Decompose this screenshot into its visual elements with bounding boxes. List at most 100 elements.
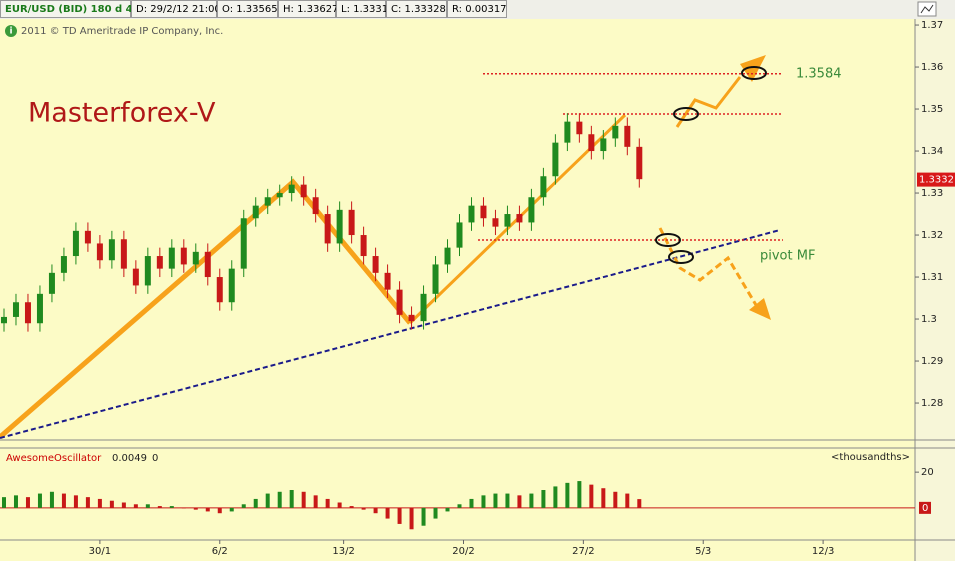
oscillator-bar	[565, 482, 570, 508]
candle-body	[480, 205, 487, 219]
candle-body	[144, 256, 151, 286]
header-range: R: 0.00317	[447, 0, 507, 18]
axis-bg	[915, 0, 955, 561]
oscillator-bar	[1, 497, 6, 508]
info-icon[interactable]	[5, 25, 17, 37]
candle-body	[372, 256, 379, 273]
candle-body	[516, 214, 523, 223]
chart-title: Masterforex-V	[28, 98, 216, 129]
oscillator-bar	[421, 507, 426, 526]
candle-body	[420, 293, 427, 322]
panel-title: AwesomeOscillator	[6, 453, 102, 464]
candle-body	[468, 205, 475, 223]
header-close: C: 1.33328	[386, 0, 447, 18]
oscillator-bar	[385, 507, 390, 519]
candle-body	[12, 302, 19, 317]
panel-value: 0.0049	[112, 453, 147, 464]
wave-line	[0, 178, 412, 439]
candle-body	[636, 146, 643, 180]
y-tick-label: 20	[921, 467, 934, 478]
y-tick-label: 1.37	[921, 20, 943, 31]
panel-param: 0	[152, 453, 158, 464]
oscillator-bar	[145, 504, 150, 508]
candle-body	[132, 268, 139, 286]
arrowhead	[740, 55, 766, 82]
candle-body	[600, 138, 607, 152]
info-glyph: i	[9, 27, 12, 37]
candle-body	[576, 121, 583, 135]
oscillator-bar	[493, 493, 498, 508]
candle-body	[384, 272, 391, 290]
x-tick-label: 30/1	[89, 546, 111, 557]
oscillator-bar	[517, 495, 522, 508]
candle-body	[588, 134, 595, 152]
candle-body	[612, 125, 619, 139]
candle-body	[216, 277, 223, 303]
y-tick-label: 1.36	[921, 62, 943, 73]
candle-body	[120, 239, 127, 269]
candle-body	[624, 125, 631, 147]
forecast-arrow	[675, 76, 742, 128]
candle-body	[528, 197, 535, 223]
y-tick-label: 1.35	[921, 104, 943, 115]
candle-body	[168, 247, 175, 269]
candle-body	[504, 214, 511, 227]
support-line	[0, 229, 781, 439]
candle-body	[336, 209, 343, 244]
candle-body	[192, 251, 199, 265]
annotation: pivot MF	[760, 249, 815, 264]
candle-body	[300, 184, 307, 198]
oscillator-bar	[481, 495, 486, 508]
candle-body	[240, 218, 247, 269]
symbol: EUR/USD (BID) 180 d 4h	[0, 0, 140, 18]
oscillator-bar	[37, 493, 42, 508]
candle-body	[156, 256, 163, 269]
candle-body	[348, 209, 355, 236]
level-label: 1.3584	[796, 66, 842, 81]
oscillator-bar	[505, 493, 510, 508]
last-price-box	[917, 172, 955, 187]
circle-marker	[655, 233, 681, 247]
candle-body	[540, 176, 547, 198]
candle-body	[444, 247, 451, 265]
candle-body	[60, 256, 67, 273]
oscillator-bar	[217, 507, 222, 514]
oscillator-bar	[349, 506, 354, 508]
header-open: O: 1.33565	[217, 0, 278, 18]
candle-body	[396, 289, 403, 315]
candle-body	[108, 239, 115, 261]
x-tick-label: 6/2	[212, 546, 228, 557]
oscillator-bar	[433, 507, 438, 519]
oscillator-bar	[445, 507, 450, 512]
zero-box	[919, 501, 931, 514]
candle-body	[360, 235, 367, 257]
candle-body	[456, 222, 463, 248]
candle-body	[180, 247, 187, 265]
oscillator-bar	[61, 493, 66, 508]
oscillator-bar	[241, 504, 246, 508]
oscillator-bar	[205, 507, 210, 512]
oscillator-bar	[193, 507, 198, 510]
oscillator-bar	[337, 502, 342, 508]
oscillator-bar	[181, 507, 186, 509]
oscillator-bar	[625, 493, 630, 508]
candle-body	[228, 268, 235, 303]
oscillator-bar	[277, 491, 282, 508]
y-tick-label: 1.3	[921, 314, 937, 325]
oscillator-bar	[121, 502, 126, 508]
header-date: D: 29/2/12 21:00	[131, 0, 221, 18]
oscillator-bar	[229, 507, 234, 512]
header-high: H: 1.33627	[278, 0, 338, 18]
oscillator-bar	[469, 498, 474, 508]
oscillator-bar	[169, 506, 174, 508]
candle-body	[24, 302, 31, 324]
candle-body	[72, 230, 79, 257]
oscillator-bar	[73, 495, 78, 508]
y-tick-label: 1.32	[921, 230, 943, 241]
candle-body	[564, 121, 571, 143]
copyright: 2011 © TD Ameritrade IP Company, Inc.	[21, 26, 223, 37]
oscillator-bar	[313, 495, 318, 508]
forecast-arrow	[658, 227, 758, 306]
oscillator-bar	[133, 504, 138, 508]
